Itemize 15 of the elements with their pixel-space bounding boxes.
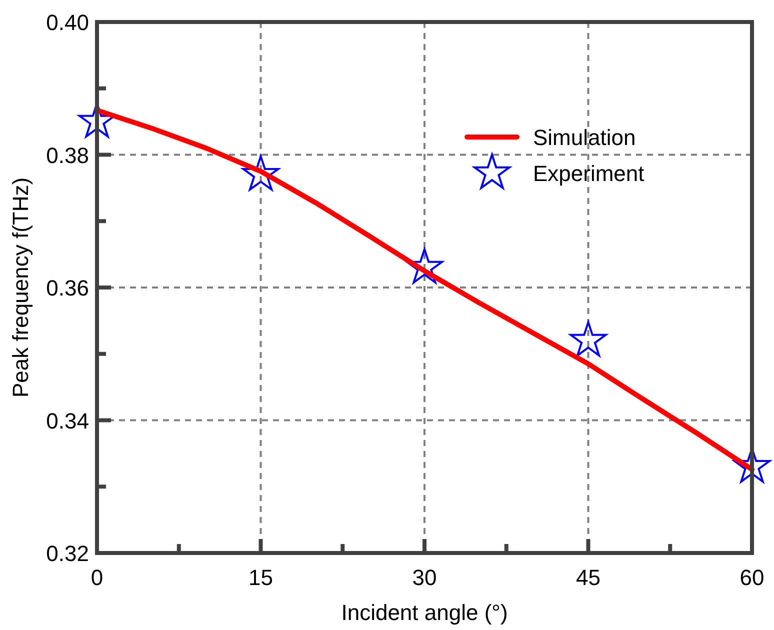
x-tick-label: 60 [740, 565, 764, 590]
x-tick-label: 45 [576, 565, 600, 590]
x-axis-title: Incident angle (°) [341, 600, 508, 625]
x-tick-label: 30 [412, 565, 437, 590]
y-tick-label: 0.36 [46, 276, 89, 300]
y-axis-title: Peak frequency f(THz) [8, 177, 33, 398]
text: 0.40 [46, 10, 89, 35]
x-tick-label: 15 [248, 565, 273, 590]
legend-label: Simulation [533, 125, 636, 150]
y-tick-label: 0.34 [46, 408, 89, 434]
y-tick-label: 0.38 [46, 142, 89, 168]
x-tick-label: 0 [90, 565, 104, 590]
text: 0.32 [46, 541, 89, 566]
point [242, 155, 280, 191]
legend-label: Experiment [533, 161, 644, 186]
